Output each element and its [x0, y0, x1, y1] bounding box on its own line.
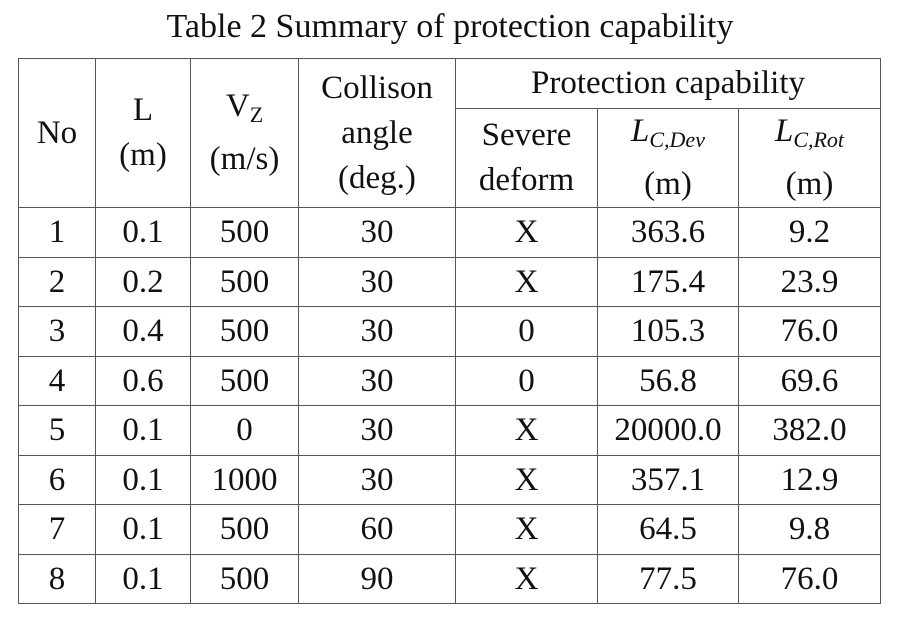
- table-row: 2 0.2 500 30 X 175.4 23.9: [18, 256, 881, 307]
- table-cell: 382.0: [738, 405, 881, 456]
- header-text: angle: [341, 114, 413, 151]
- table-cell: 69.6: [738, 355, 881, 406]
- table-cell: 500: [190, 355, 299, 406]
- header-unit: (m): [644, 166, 692, 202]
- table-cell: 5: [18, 405, 96, 456]
- header-cell: VZ (m/s): [190, 58, 299, 208]
- table-cell: 0.2: [95, 256, 191, 307]
- header-group: Protection capability: [530, 65, 805, 101]
- header-text: L: [774, 113, 794, 149]
- table-cell: 64.5: [597, 504, 739, 555]
- table-cell: 1: [18, 207, 96, 258]
- table-cell: 30: [298, 256, 456, 307]
- table-cell: 30: [298, 306, 456, 357]
- table-title: Table 2 Summary of protection capability: [166, 8, 734, 45]
- table-cell: 0.6: [95, 355, 191, 406]
- table-cell: 30: [298, 454, 456, 505]
- table-cell: 500: [190, 306, 299, 357]
- header-text: Collison: [321, 69, 433, 106]
- table-cell: 30: [298, 207, 456, 258]
- header-text: No: [36, 114, 78, 151]
- table-cell: 8: [18, 553, 96, 604]
- header-cell: L (m): [95, 58, 191, 208]
- table-cell: 30: [298, 405, 456, 456]
- header-text: Severe: [481, 117, 572, 153]
- header-unit: (m): [785, 166, 834, 202]
- table-cell: X: [455, 504, 598, 555]
- table-cell: 0.1: [95, 207, 191, 258]
- header-unit: (m/s): [209, 141, 280, 177]
- header-subscript: Z: [249, 102, 264, 127]
- header-text: V: [225, 88, 250, 124]
- header-cell: Protection capability: [455, 58, 881, 109]
- table-cell: 4: [18, 355, 96, 406]
- header-cell: No: [18, 58, 96, 208]
- table-cell: 500: [190, 256, 299, 307]
- table-cell: 0.1: [95, 553, 191, 604]
- header-cell: LC,Rot (m): [738, 108, 881, 208]
- table-cell: 20000.0: [597, 405, 739, 456]
- table-cell: 0.1: [95, 454, 191, 505]
- header-subscript: C,Rot: [793, 127, 845, 152]
- table-cell: 12.9: [738, 454, 881, 505]
- table-cell: 60: [298, 504, 456, 555]
- table-row: 5 0.1 0 30 X 20000.0 382.0: [18, 405, 881, 456]
- table-cell: X: [455, 256, 598, 307]
- table-row: 8 0.1 500 90 X 77.5 76.0: [18, 553, 881, 604]
- header-text: L: [631, 113, 650, 149]
- table-row: 7 0.1 500 60 X 64.5 9.8: [18, 504, 881, 555]
- table-cell: X: [455, 405, 598, 456]
- table-cell: 6: [18, 454, 96, 505]
- table-cell: 0: [190, 405, 299, 456]
- table-cell: 500: [190, 207, 299, 258]
- header-text: (deg.): [338, 159, 416, 196]
- table-cell: 76.0: [738, 306, 881, 357]
- table-cell: X: [455, 553, 598, 604]
- table-cell: 77.5: [597, 553, 739, 604]
- table-cell: 30: [298, 355, 456, 406]
- table-cell: 0.4: [95, 306, 191, 357]
- table-cell: 9.2: [738, 207, 881, 258]
- header-cell: LC,Dev (m): [597, 108, 739, 208]
- table-cell: X: [455, 207, 598, 258]
- header-row: No L (m) VZ (m/s) Collison angle (deg.) …: [18, 58, 881, 208]
- table-cell: 0: [455, 355, 598, 406]
- header-unit: (m): [119, 137, 167, 173]
- table-cell: 363.6: [597, 207, 739, 258]
- table-cell: 3: [18, 306, 96, 357]
- table-cell: 90: [298, 553, 456, 604]
- table-cell: 500: [190, 504, 299, 555]
- table-row: 6 0.1 1000 30 X 357.1 12.9: [18, 454, 881, 505]
- table-cell: 7: [18, 504, 96, 555]
- header-row: Severe deform LC,Dev (m) LC,Rot (m): [19, 108, 881, 208]
- table-cell: 23.9: [738, 256, 881, 307]
- table-cell: 357.1: [597, 454, 739, 505]
- header-text: L: [132, 92, 154, 128]
- table-cell: 175.4: [597, 256, 739, 307]
- table-cell: 9.8: [738, 504, 881, 555]
- header-text: deform: [478, 162, 575, 198]
- table-cell: 0.1: [95, 504, 191, 555]
- table-cell: 105.3: [597, 306, 739, 357]
- table-cell: 56.8: [597, 355, 739, 406]
- table-cell: 0.1: [95, 405, 191, 456]
- header-subscript: C,Dev: [649, 127, 705, 152]
- table-cell: 0: [455, 306, 598, 357]
- table-cell: 76.0: [738, 553, 881, 604]
- header-cell: Severe deform: [455, 108, 598, 208]
- table-row: 3 0.4 500 30 0 105.3 76.0: [18, 306, 881, 357]
- table-cell: 500: [190, 553, 299, 604]
- header-cell: Collison angle (deg.): [298, 58, 456, 208]
- table: No L (m) VZ (m/s) Collison angle (deg.) …: [18, 58, 881, 604]
- table-cell: 1000: [190, 454, 299, 505]
- table-row: 1 0.1 500 30 X 363.6 9.2: [18, 207, 881, 258]
- table-row: 4 0.6 500 30 0 56.8 69.6: [18, 355, 881, 406]
- table-cell: 2: [18, 256, 96, 307]
- table-cell: X: [455, 454, 598, 505]
